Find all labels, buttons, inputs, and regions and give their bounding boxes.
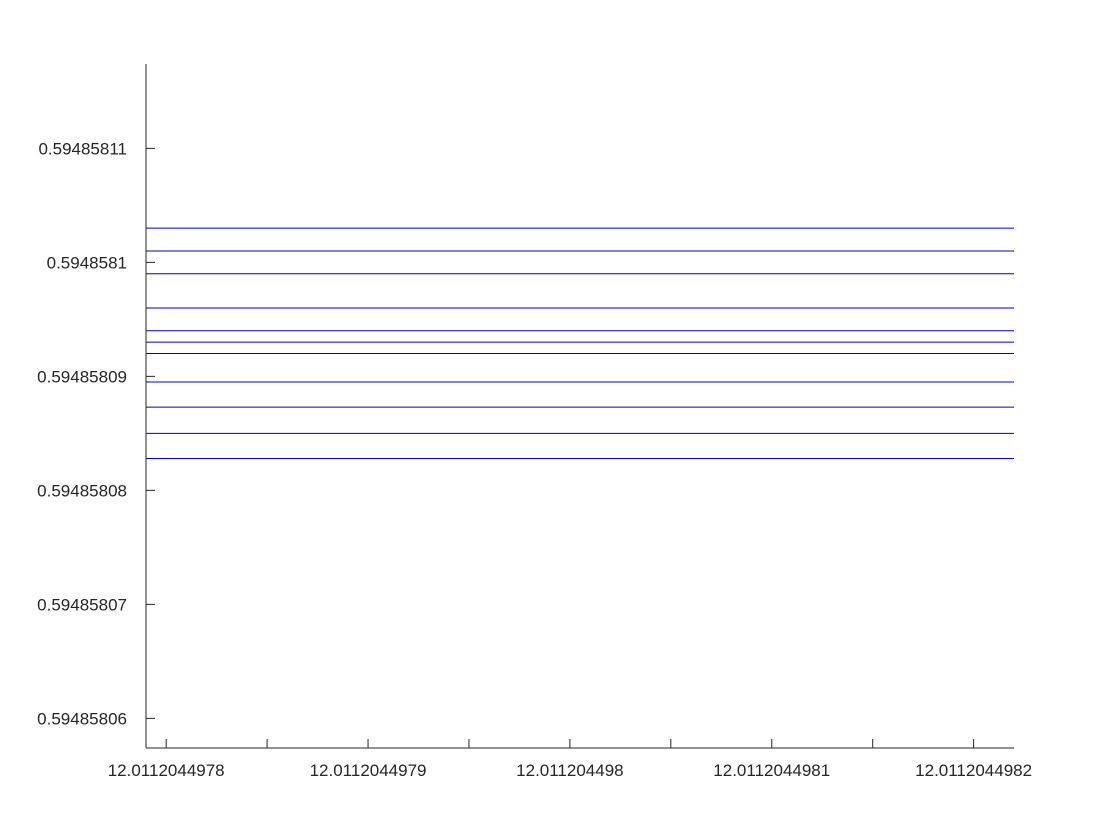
y-axis-ticks: 0.59485806 0.59485807 0.59485808 0.59485809… — [37, 139, 155, 728]
x-tick-label: 12.0112044981 — [713, 761, 830, 780]
y-tick-label: 0.59485808 — [37, 481, 127, 500]
x-tick-label: 12.0112044978 — [108, 761, 225, 780]
x-tick-label: 12.0112044979 — [310, 761, 427, 780]
series-lines — [146, 227, 1014, 459]
y-tick-label: 0.5948581 — [47, 253, 127, 272]
x-tick-label: 12.011204498 — [516, 761, 623, 780]
y-tick-label: 0.59485811 — [38, 139, 127, 158]
y-tick-label: 0.59485809 — [37, 367, 127, 386]
y-tick-label: 0.59485807 — [37, 595, 127, 614]
y-tick-label: 0.59485806 — [37, 709, 127, 728]
x-axis-ticks: 12.0112044978 12.0112044979 12.011204498 12… — [108, 739, 1032, 780]
x-tick-label: 12.0112044982 — [915, 761, 1032, 780]
axes — [145, 64, 1014, 749]
